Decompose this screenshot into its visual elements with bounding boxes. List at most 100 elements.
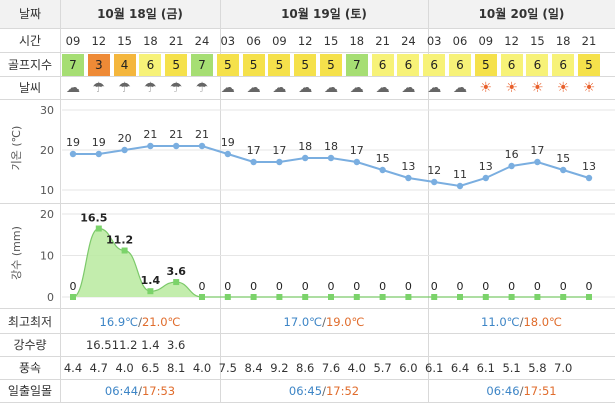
temp-y-tick: 20 [40, 144, 54, 157]
wind-cell: 5.1 [502, 361, 521, 375]
rain-point [70, 294, 76, 300]
rain-point [431, 294, 438, 300]
golf-index-cell: 5 [320, 54, 342, 76]
date-label: 날짜 [18, 7, 42, 21]
temp-data-label: 17 [530, 144, 544, 157]
rain-point [534, 294, 541, 300]
rain-area [73, 228, 589, 297]
cloud-icon: ☁ [272, 80, 287, 96]
golf-index-cell: 6 [500, 54, 523, 76]
time-cell: 09 [65, 34, 81, 48]
wind-cell: 4.4 [63, 361, 83, 375]
temp-data-label: 21 [143, 128, 157, 141]
golf-index-cell: 5 [268, 54, 291, 76]
wind-cell: 4.0 [115, 361, 134, 375]
wind-cell: 7.0 [554, 361, 573, 375]
row-divider [0, 99, 615, 100]
minmax-day-3: 11.0℃/18.0℃ [428, 311, 615, 333]
row-divider [0, 308, 615, 309]
temp-data-label: 17 [272, 144, 286, 157]
temp-point [250, 158, 257, 166]
golf-index-cell: 5 [294, 54, 317, 76]
rain-data-label: 0 [276, 280, 283, 293]
time-cell: 18 [143, 34, 158, 48]
rain-point [173, 279, 180, 286]
cloud-icon: ☁ [324, 80, 338, 96]
temp-point [405, 174, 412, 182]
max-temp: 18.0℃ [523, 315, 562, 329]
rain-data-label: 0 [586, 280, 593, 293]
golf-index-cell: 7 [62, 54, 84, 76]
temperature-chart: 30 20 10 19 19 20 21 21 21 19 17 17 18 18 17 15 13 12 11 13… [40, 104, 615, 197]
sunset-time: 17:53 [141, 384, 176, 398]
rain-point [482, 294, 489, 300]
temp-data-label: 19 [221, 136, 235, 149]
max-temp: 19.0℃ [325, 315, 365, 329]
temp-point [173, 142, 180, 150]
time-cell: 06 [452, 34, 468, 48]
rain-y-tick: 20 [40, 208, 54, 221]
golf-index-cell: 3 [87, 54, 110, 76]
temp-data-label: 19 [92, 136, 106, 149]
rain-point [302, 294, 309, 300]
rain-data-label: 0 [482, 280, 489, 293]
day-title-1: 10월 18일 (금) [97, 7, 183, 21]
time-cell: 09 [478, 34, 494, 48]
row-divider [0, 28, 615, 29]
max-temp: 21.0℃ [141, 315, 181, 329]
temp-point [431, 178, 438, 186]
temp-data-label: 13 [582, 160, 596, 173]
sunset-time: 17:51 [523, 384, 557, 398]
golf-index-cell: 6 [371, 54, 394, 76]
rain-data-label: 0 [70, 280, 77, 293]
rain-amount-cell: 3.6 [167, 338, 186, 352]
wind-cell: 4.7 [89, 361, 108, 375]
rain-point [353, 294, 360, 300]
rain-data-label: 0 [353, 280, 360, 293]
row-divider [0, 52, 615, 53]
wind-cell: 8.1 [167, 361, 186, 375]
golf-index-cell: 6 [139, 54, 162, 76]
time-cell: 12 [297, 34, 313, 48]
sun-icon: ☀ [582, 80, 596, 96]
time-cell: 12 [91, 34, 107, 48]
temp-point [560, 166, 567, 174]
time-cell: 21 [375, 34, 390, 48]
temp-data-label: 21 [195, 128, 209, 141]
rain-data-label: 0 [405, 280, 412, 293]
temp-y-tick: 30 [40, 104, 54, 117]
temp-data-label: 21 [169, 128, 183, 141]
rain-data-label: 1.4 [141, 274, 161, 287]
minmax-day-1: 16.9℃/21.0℃ [60, 311, 220, 333]
golf-index-cell: 6 [449, 54, 471, 76]
sunrise-sunset-label: 일출일몰 [7, 384, 53, 398]
time-cell: 03 [220, 34, 236, 48]
temp-data-label: 11 [453, 168, 467, 181]
rain-y-tick: 0 [47, 291, 54, 304]
wind-cell: 7.5 [218, 361, 237, 375]
rain-amount-cell: 1.4 [141, 338, 160, 352]
golf-index-cell: 6 [397, 54, 420, 76]
temp-data-label: 13 [479, 160, 493, 173]
golf-index-cell: 6 [526, 54, 549, 76]
rain-point [328, 294, 334, 300]
temp-data-label: 18 [324, 140, 338, 153]
slash: / [519, 315, 524, 329]
day-title-3: 10월 20일 (일) [478, 7, 565, 21]
cloud-icon: ☁ [349, 80, 364, 96]
temp-point [585, 174, 593, 182]
golf-index-cell: 5 [216, 54, 239, 76]
temp-data-label: 15 [376, 152, 390, 165]
rain-amount-cell: 16.5 [85, 338, 112, 352]
time-cell: 21 [581, 34, 597, 48]
time-cell: 18 [349, 34, 365, 48]
sunrise-time: 06:45 [288, 384, 323, 398]
golf-index-cell: 5 [474, 54, 497, 76]
cloud-icon: ☁ [375, 80, 390, 96]
temp-point [224, 150, 231, 158]
wind-cell: 8.4 [244, 361, 263, 375]
header-row-bg [0, 0, 615, 28]
temp-data-label: 20 [118, 132, 132, 145]
rain-point [586, 294, 592, 300]
temp-data-label: 17 [247, 144, 261, 157]
